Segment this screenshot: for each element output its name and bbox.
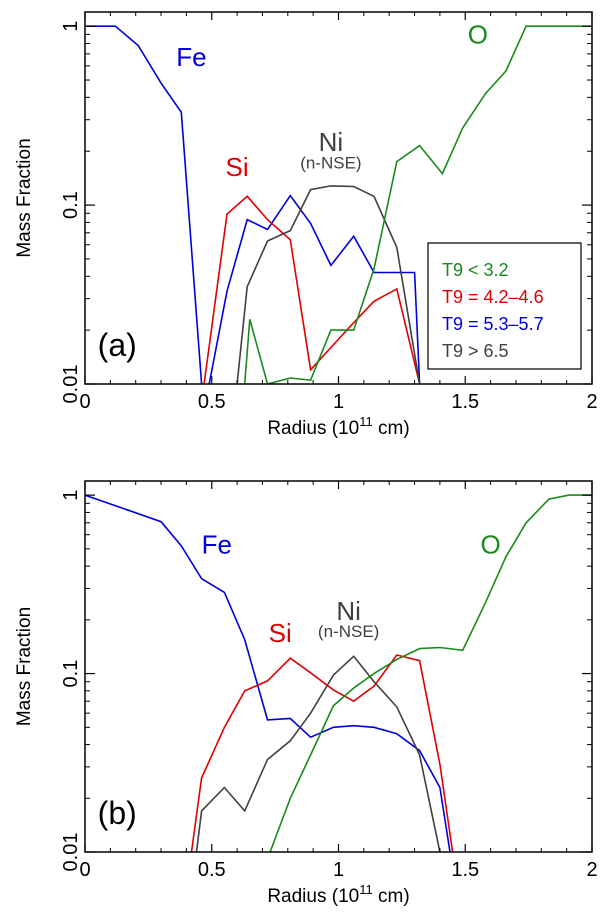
series-label-fe: Fe xyxy=(202,530,232,560)
x-axis-label: Radius (1011 cm) xyxy=(267,882,409,907)
x-tick-label: 2 xyxy=(586,391,597,413)
y-tick-label: 0.1 xyxy=(60,191,82,219)
y-tick-label: 1 xyxy=(60,21,82,32)
x-tick-label: 1.5 xyxy=(451,391,479,413)
series-line-o-4 xyxy=(243,25,592,384)
x-tick-label: 2 xyxy=(586,859,597,881)
plot-frame xyxy=(84,480,593,853)
series-label-fe: Fe xyxy=(176,42,206,72)
x-tick-label: 0.5 xyxy=(198,859,226,881)
series-label-nnse: (n-NSE) xyxy=(300,154,361,173)
legend-box xyxy=(427,242,582,370)
y-tick-label: 0.01 xyxy=(60,833,82,872)
series-label-ni: Ni xyxy=(336,596,361,626)
x-tick-label: 0 xyxy=(79,859,90,881)
series-group xyxy=(85,494,592,852)
series-line-ni-2 xyxy=(195,655,441,852)
series-group xyxy=(85,25,592,384)
y-tick-label: 1 xyxy=(60,490,82,501)
series-line-fe-1 xyxy=(208,194,421,384)
series-label-o: O xyxy=(468,20,488,50)
x-tick-label: 0 xyxy=(79,391,90,413)
series-label-si: Si xyxy=(226,152,249,182)
x-tick-label: 1 xyxy=(333,859,344,881)
series-line-si-2 xyxy=(203,195,421,384)
legend-entry: T9 = 5.3–5.7 xyxy=(442,314,544,334)
panel-label: (b) xyxy=(98,795,137,831)
y-tick-label: 0.01 xyxy=(60,365,82,404)
y-axis-label: Mass Fraction xyxy=(14,138,35,257)
x-tick-label: 1.5 xyxy=(451,859,479,881)
legend-entry: T9 < 3.2 xyxy=(442,260,509,280)
x-tick-label: 1 xyxy=(333,391,344,413)
legend-entry: T9 = 4.2–4.6 xyxy=(442,287,544,307)
x-tick-label: 0.5 xyxy=(198,391,226,413)
series-line-fe-0 xyxy=(85,25,203,384)
panel-label: (a) xyxy=(98,327,137,363)
series-line-ni-3 xyxy=(236,185,421,384)
legend-entry: T9 > 6.5 xyxy=(442,341,509,361)
x-axis-label: Radius (1011 cm) xyxy=(267,414,409,439)
y-tick-label: 0.1 xyxy=(60,660,82,688)
series-label-nnse: (n-NSE) xyxy=(318,622,379,641)
series-label-ni: Ni xyxy=(319,127,344,157)
series-line-si-1 xyxy=(190,654,454,852)
series-line-fe-0 xyxy=(85,494,451,852)
y-axis-label: Mass Fraction xyxy=(14,607,35,726)
series-label-si: Si xyxy=(269,618,292,648)
series-line-o-3 xyxy=(269,494,592,852)
series-label-o: O xyxy=(480,530,500,560)
